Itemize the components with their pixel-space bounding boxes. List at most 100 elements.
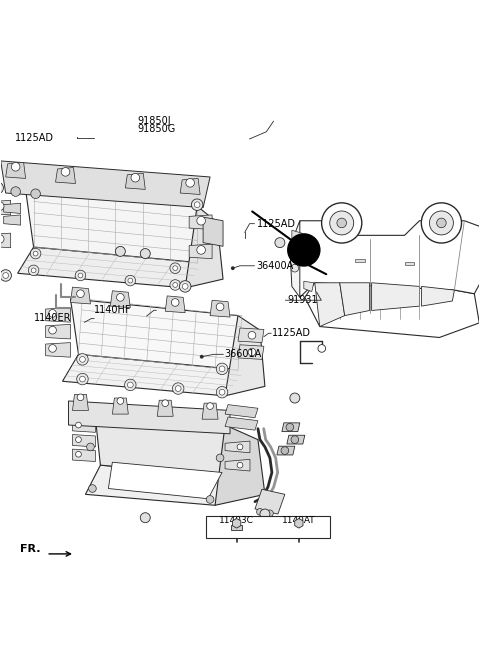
Circle shape [125,276,135,286]
Polygon shape [290,221,300,297]
Text: 91931: 91931 [287,295,318,305]
Circle shape [170,263,180,274]
Circle shape [216,303,224,311]
Polygon shape [282,423,300,432]
Polygon shape [295,221,480,297]
Circle shape [172,383,184,394]
Circle shape [128,382,133,388]
Circle shape [75,451,81,457]
Circle shape [77,394,84,401]
Polygon shape [315,283,345,327]
Circle shape [115,247,125,256]
Text: 1125AD: 1125AD [15,133,54,143]
Circle shape [75,437,81,443]
Circle shape [33,251,38,256]
Circle shape [421,203,461,243]
Polygon shape [0,233,11,248]
Circle shape [287,233,321,267]
Circle shape [125,379,136,391]
Circle shape [206,496,214,503]
Polygon shape [238,328,264,342]
Polygon shape [277,446,295,455]
Polygon shape [340,283,370,316]
Polygon shape [4,203,21,213]
Polygon shape [215,425,265,505]
Circle shape [216,454,224,462]
Text: 1125AD: 1125AD [272,328,311,338]
Polygon shape [304,281,314,291]
Circle shape [192,199,203,211]
Circle shape [291,436,299,443]
Circle shape [219,366,225,372]
Circle shape [77,373,88,385]
Polygon shape [225,405,258,418]
Circle shape [197,216,205,225]
Polygon shape [46,308,71,322]
Text: 1140ER: 1140ER [34,314,72,323]
Polygon shape [72,449,96,462]
Polygon shape [295,518,303,528]
Circle shape [80,376,85,382]
Circle shape [117,398,124,404]
Polygon shape [372,283,420,310]
Polygon shape [232,518,241,528]
Text: FR.: FR. [20,544,40,554]
Circle shape [171,298,179,306]
Circle shape [48,344,56,352]
Polygon shape [72,420,96,432]
Polygon shape [185,206,223,288]
Circle shape [186,178,194,187]
Circle shape [128,278,132,283]
Polygon shape [165,296,185,313]
Polygon shape [46,324,71,339]
Circle shape [78,273,83,278]
Polygon shape [72,434,96,447]
Polygon shape [421,287,455,306]
Circle shape [182,283,188,289]
Circle shape [216,363,228,375]
Polygon shape [46,342,71,357]
Circle shape [30,249,41,259]
Circle shape [48,310,56,318]
Text: 36400A: 36400A [257,261,294,271]
Text: 91850G: 91850G [137,124,175,134]
Polygon shape [18,247,203,288]
Polygon shape [225,441,250,453]
Circle shape [80,356,85,362]
Polygon shape [202,403,218,419]
Bar [405,262,415,264]
Polygon shape [225,459,250,471]
Circle shape [0,182,3,194]
Circle shape [0,235,4,243]
Polygon shape [85,465,230,505]
Circle shape [257,508,264,515]
Circle shape [11,187,21,196]
Text: 1140AT: 1140AT [282,516,316,525]
Polygon shape [6,163,25,178]
Polygon shape [287,435,305,444]
Circle shape [290,393,300,403]
Polygon shape [210,300,230,317]
Polygon shape [96,418,230,476]
Circle shape [170,279,180,290]
Circle shape [337,218,347,228]
Circle shape [131,173,140,182]
Circle shape [237,462,243,468]
Circle shape [291,264,299,272]
Polygon shape [203,217,223,246]
Circle shape [281,447,288,455]
Circle shape [140,513,150,523]
Circle shape [140,249,150,258]
Circle shape [77,354,88,365]
Polygon shape [69,401,230,434]
Polygon shape [0,161,210,207]
Circle shape [86,443,94,451]
Circle shape [180,281,191,292]
Circle shape [117,293,124,301]
Polygon shape [225,316,265,396]
Polygon shape [225,417,258,430]
Circle shape [330,211,354,235]
Polygon shape [305,283,480,337]
Text: 1125AD: 1125AD [257,218,296,229]
Bar [231,525,242,529]
